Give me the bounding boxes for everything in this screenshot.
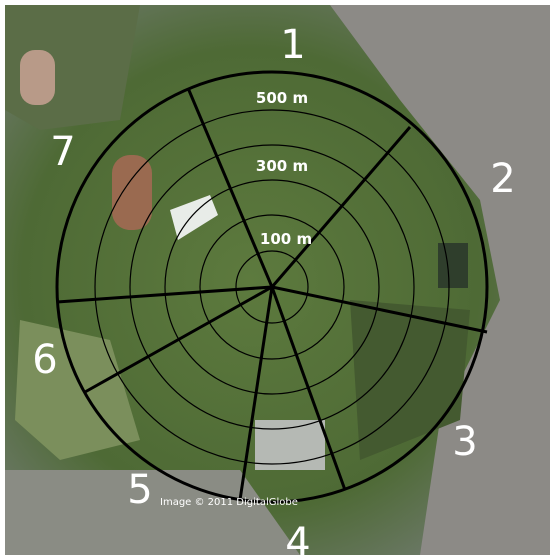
sector-label: 2 — [490, 156, 515, 202]
sector-label: 3 — [452, 419, 477, 465]
sector-label: 1 — [280, 22, 305, 68]
distance-label: 500 m — [256, 89, 308, 107]
sector-label: 4 — [285, 520, 310, 559]
sector-label: 5 — [127, 467, 152, 513]
image-credit: Image © 2011 DigitalGlobe — [160, 497, 298, 508]
distance-label: 300 m — [256, 157, 308, 175]
distance-label: 100 m — [260, 230, 312, 248]
sector-label: 7 — [50, 129, 75, 175]
sector-lines — [56, 87, 488, 501]
range-rings — [55, 70, 489, 504]
sector-label: 6 — [32, 337, 57, 383]
